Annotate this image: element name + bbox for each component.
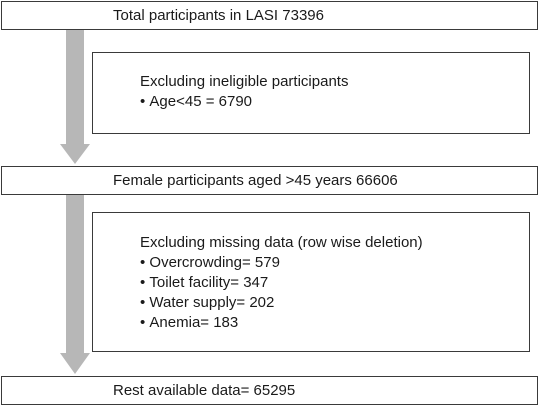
female-participants-text: Female participants aged >45 years 66606 <box>113 172 398 189</box>
exclusion-item-age: Age<45 = 6790 <box>140 92 529 112</box>
down-arrow-1 <box>60 30 90 164</box>
rest-available-text: Rest available data= 65295 <box>113 382 296 399</box>
exclusion-item-overcrowding: Overcrowding= 579 <box>140 253 529 273</box>
rest-available-box: Rest available data= 65295 <box>1 376 538 405</box>
female-participants-box: Female participants aged >45 years 66606 <box>1 166 538 195</box>
down-arrow-2 <box>60 195 90 374</box>
exclusion-ineligible-box: Excluding ineligible participants Age<45… <box>92 52 530 134</box>
total-participants-box: Total participants in LASI 73396 <box>1 1 538 30</box>
exclusion-missing-heading: Excluding missing data (row wise deletio… <box>140 234 423 251</box>
exclusion-ineligible-heading: Excluding ineligible participants <box>140 73 349 90</box>
exclusion-item-anemia: Anemia= 183 <box>140 313 529 333</box>
total-participants-text: Total participants in LASI 73396 <box>113 7 324 24</box>
exclusion-item-water: Water supply= 202 <box>140 293 529 313</box>
exclusion-item-toilet: Toilet facility= 347 <box>140 273 529 293</box>
exclusion-missing-box: Excluding missing data (row wise deletio… <box>92 212 530 352</box>
